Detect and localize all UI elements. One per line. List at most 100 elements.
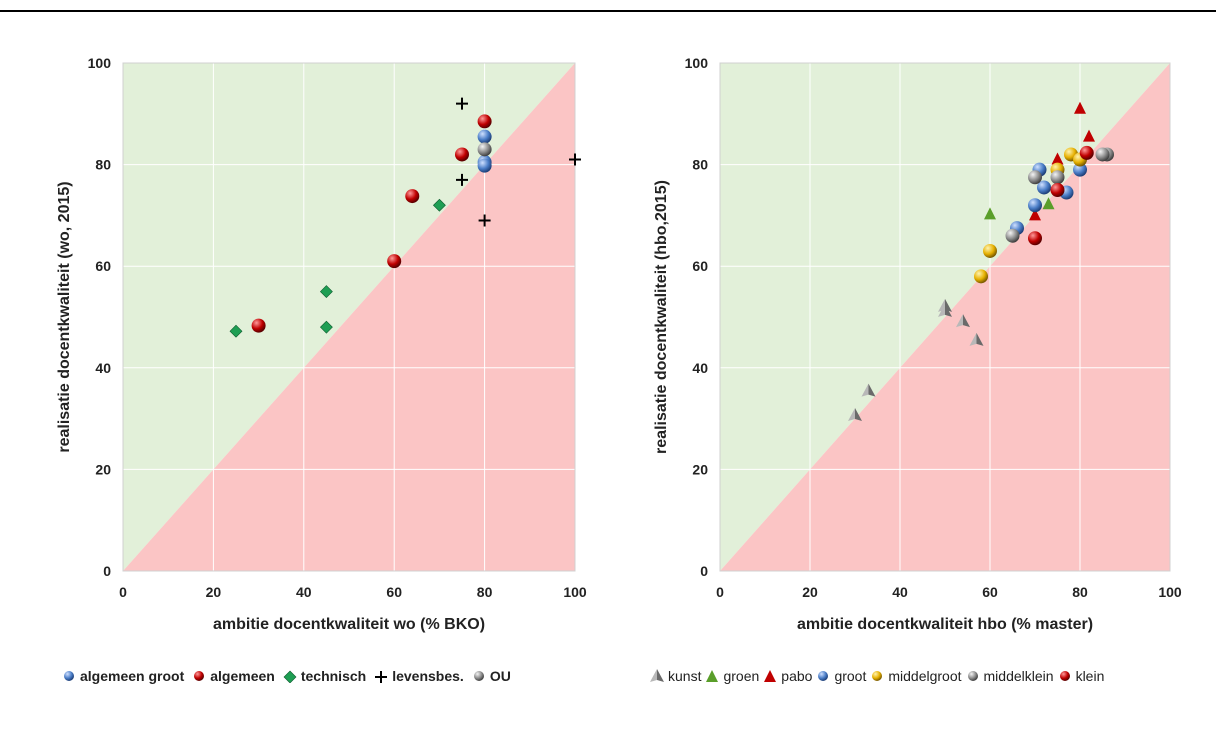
legend-item-groot: groot [816,668,866,684]
legend-item-algemeen: algemeen [192,668,275,684]
point-levensbes-1 [456,97,468,110]
point-kunst-2 [861,383,876,397]
series-middelgroot [974,147,1087,284]
legend-label-middelgroot: middelgroot [888,668,962,684]
x-axis-title: ambitie docentkwaliteit wo (% BKO) [213,616,485,633]
legend-item-pabo: pabo [763,668,812,684]
legend-marker-middelgroot [872,671,883,681]
legend-label-groen: groen [723,668,760,684]
legend-label-middelklein: middelklein [983,668,1054,684]
y-tick-label-40: 40 [95,360,111,376]
plot-border [122,62,576,572]
legend-label-algemeen-groot: algemeen groot [80,668,185,684]
point-algemeen-2 [387,254,402,269]
legend-item-algemeen-groot: algemeen groot [62,668,184,684]
legend-marker-kunst [650,669,664,682]
point-middelklein-3 [1005,228,1020,243]
point-middelklein-2 [1050,170,1065,185]
point-pabo-3 [1051,152,1064,165]
y-tick-label-100: 100 [88,55,112,71]
x-tick-label-80: 80 [477,584,493,600]
legend-item-klein: klein [1058,668,1104,684]
point-groot-2 [1037,180,1051,195]
legend-marker-pabo [764,670,777,682]
x-tick-label-0: 0 [716,584,724,600]
legend-marker-algemeen-groot [64,671,74,681]
legend-label-technisch: technisch [300,668,367,684]
legend-item-middelgroot: middelgroot [870,668,962,684]
point-pabo-4 [1029,208,1041,221]
point-algemeen-1 [251,318,266,333]
point-klein-1 [1028,231,1042,246]
x-tick-label-20: 20 [206,584,222,600]
legend-item-groen: groen [705,668,759,684]
legend-wo: algemeen groot algemeen technisch levensbes… [62,668,511,684]
x-tick-label-40: 40 [296,584,312,600]
point-middelgroot-2 [983,243,997,258]
y-tick-label-80: 80 [95,157,111,173]
point-pabo-1 [1074,101,1086,114]
y-axis-title: realisatie docentkwaliteit (wo, 2015) [56,181,73,452]
legend-label-ou: OU [489,668,511,684]
point-groen-1 [984,207,996,220]
series-kunst [848,298,984,422]
point-technisch-1 [229,324,243,338]
y-tick-label-20: 20 [692,461,708,477]
legend-label-kunst: kunst [668,668,702,684]
point-algemeen-4 [455,147,469,162]
point-klein-3 [1079,145,1094,160]
legend-marker-technisch [283,670,297,683]
legend-marker-ou [473,671,484,681]
point-groot-5 [1073,162,1087,177]
x-tick-label-60: 60 [386,584,402,600]
series-pabo [1029,101,1095,221]
point-technisch-4 [432,198,446,212]
point-pabo-2 [1083,129,1095,142]
point-klein-2 [1050,183,1065,197]
y-tick-label-0: 0 [700,563,708,579]
point-levensbes-3 [478,214,491,227]
plot-border [719,62,1171,572]
legend-hbo: kunst groen pabo groot middelgroot middelklei… [650,668,1104,684]
series-technisch [229,198,446,338]
point-algemeen-5 [477,114,492,129]
y-tick-label-20: 20 [95,461,111,477]
legend-label-levensbes: levensbes. [392,668,464,684]
series-ou [477,142,492,157]
scatter-chart-hbo: 0 20 40 60 80 100 0 20 40 60 80 100 ambitie docentkw… [653,55,1182,633]
legend-label-algemeen: algemeen [210,668,275,684]
legend-marker-middelklein [967,671,978,681]
top-rule [0,10,1216,12]
legend-item-technisch: technisch [283,668,366,684]
x-tick-label-40: 40 [892,584,908,600]
series-levensbes [456,97,581,227]
point-groen-2 [1042,197,1055,210]
series-groen [984,197,1055,220]
point-kunst-4 [938,303,952,317]
legend-label-pabo: pabo [781,668,813,684]
y-tick-label-60: 60 [692,258,708,274]
scatter-chart-wo: 0 20 40 60 80 100 0 20 40 60 80 100 ambitie docentkw… [56,55,587,633]
legend-marker-groot [818,671,829,681]
legend-marker-levensbes [375,671,388,683]
legend-item-levensbes: levensbes. [374,668,464,684]
point-levensbes-2 [456,173,468,186]
series-algemeen [251,114,492,333]
legend-marker-groen [706,670,719,682]
gridlines [122,62,576,572]
point-middelgroot-1 [974,269,988,284]
x-axis-title: ambitie docentkwaliteit hbo (% master) [797,616,1093,633]
x-tick-label-80: 80 [1072,584,1088,600]
point-ou-1 [477,142,492,157]
y-tick-label-0: 0 [103,563,111,579]
legend-item-ou: OU [472,668,511,684]
series-klein [1028,145,1094,246]
series-algemeen-groot [477,129,492,173]
point-kunst-1 [848,408,862,422]
y-tick-label-60: 60 [95,258,111,274]
x-tick-label-60: 60 [982,584,998,600]
y-axis-title: realisatie docentkwaliteit (hbo,2015) [653,180,670,454]
legend-item-kunst: kunst [650,668,701,684]
point-groot-3 [1028,198,1042,213]
point-algemeen-3 [405,189,420,204]
